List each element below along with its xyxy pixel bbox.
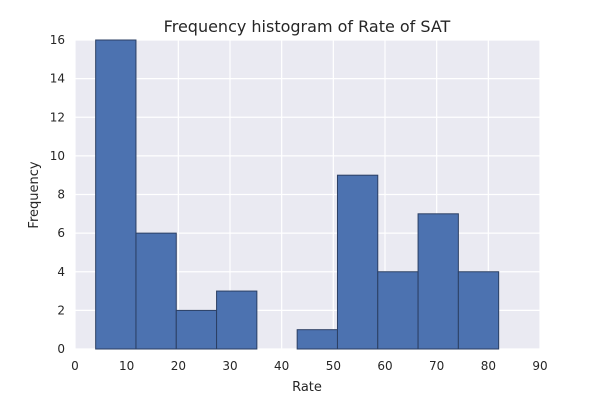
x-tick-label: 10 bbox=[119, 359, 134, 373]
x-axis-label: Rate bbox=[292, 380, 322, 395]
y-tick-label: 12 bbox=[50, 110, 65, 124]
y-tick-label: 6 bbox=[57, 226, 65, 240]
y-tick-label: 8 bbox=[57, 188, 65, 202]
x-tick-label: 60 bbox=[377, 359, 392, 373]
histogram-bar bbox=[457, 271, 500, 350]
x-tick-label: 20 bbox=[171, 359, 186, 373]
y-axis-ticks: 0 2 4 6 8 10 12 14 16 bbox=[50, 33, 65, 356]
histogram-bar bbox=[336, 174, 379, 350]
y-tick-label: 4 bbox=[57, 265, 65, 279]
x-tick-label: 70 bbox=[429, 359, 444, 373]
histogram-bar bbox=[296, 329, 338, 350]
y-tick-label: 16 bbox=[50, 33, 65, 47]
histogram-bar bbox=[216, 290, 258, 350]
chart-title: Frequency histogram of Rate of SAT bbox=[164, 17, 451, 36]
x-tick-label: 0 bbox=[71, 359, 79, 373]
histogram-bar bbox=[417, 213, 459, 350]
y-tick-label: 0 bbox=[57, 342, 65, 356]
y-axis-label: Frequency bbox=[27, 161, 42, 228]
histogram-bar bbox=[175, 309, 218, 350]
histogram-bar bbox=[135, 232, 177, 350]
x-tick-label: 80 bbox=[481, 359, 496, 373]
x-tick-label: 30 bbox=[222, 359, 237, 373]
y-tick-label: 10 bbox=[50, 149, 65, 163]
x-tick-label: 40 bbox=[274, 359, 289, 373]
x-axis-ticks: 0 10 20 30 40 50 60 70 80 90 bbox=[71, 359, 547, 373]
x-tick-label: 90 bbox=[532, 359, 547, 373]
histogram-bar bbox=[95, 39, 137, 350]
x-tick-label: 50 bbox=[326, 359, 341, 373]
bars bbox=[95, 39, 500, 350]
histogram-bar bbox=[377, 271, 419, 350]
y-tick-label: 2 bbox=[57, 303, 65, 317]
y-tick-label: 14 bbox=[50, 72, 65, 86]
